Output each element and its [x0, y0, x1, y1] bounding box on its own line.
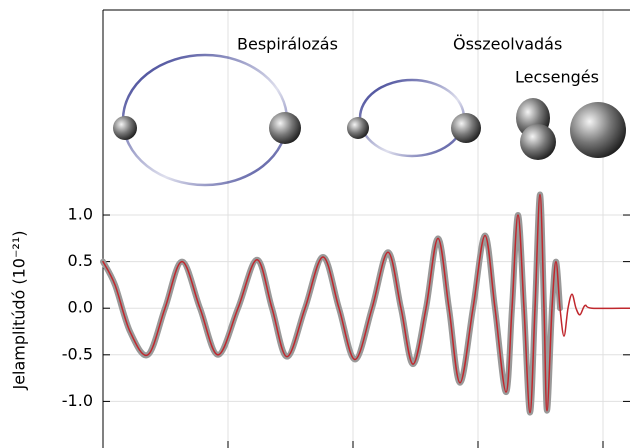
y-tick-label: 0.0	[68, 298, 93, 317]
y-axis-label: Jelamplitúdó (10⁻²¹)	[10, 230, 29, 390]
annotation: Összeolvadás	[453, 35, 562, 54]
line	[102, 193, 630, 414]
annotation: Bespirálozás	[237, 35, 338, 54]
line	[100, 191, 563, 416]
y-tick-label: 0.5	[68, 251, 93, 270]
y-tick-label: -0.5	[62, 344, 93, 363]
annotation: Lecsengés	[515, 68, 599, 87]
y-tick-label: -1.0	[62, 391, 93, 410]
y-tick-label: 1.0	[68, 205, 93, 224]
illustration	[113, 53, 626, 187]
